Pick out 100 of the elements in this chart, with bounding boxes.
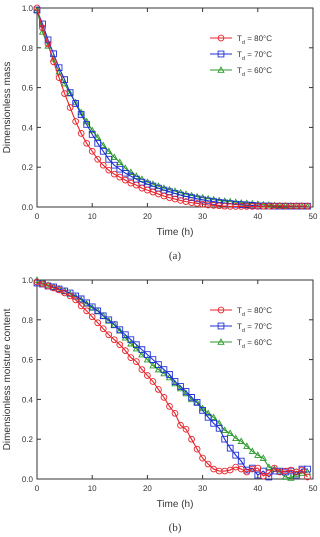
point — [160, 184, 168, 191]
point — [265, 464, 272, 470]
point — [110, 154, 118, 160]
point — [204, 197, 212, 204]
y-tick-label: 0.6 — [22, 84, 34, 93]
point — [265, 470, 272, 476]
point — [260, 472, 267, 480]
point — [248, 448, 256, 454]
point — [260, 454, 267, 461]
point — [150, 356, 156, 363]
point — [127, 354, 134, 361]
legend-label: T$_{d}$ = 60°C — [237, 66, 272, 78]
point — [155, 190, 162, 198]
point — [56, 68, 62, 74]
x-axis-title: Time (h) — [156, 227, 194, 238]
point — [210, 420, 217, 427]
y-tick-label: 0.2 — [22, 163, 34, 172]
point — [66, 292, 74, 300]
x-tick-label: 50 — [308, 212, 318, 221]
point — [61, 76, 68, 83]
point — [122, 176, 129, 184]
point — [254, 464, 262, 472]
point — [177, 192, 184, 198]
legend-label: T$_{d}$ = 80°C — [237, 34, 272, 46]
point — [116, 174, 124, 180]
point — [166, 194, 173, 201]
point — [88, 127, 96, 134]
point — [61, 80, 68, 86]
point — [194, 195, 200, 202]
point — [210, 414, 217, 420]
point — [304, 474, 311, 480]
y-tick-label: 1.0 — [22, 4, 34, 13]
point — [39, 28, 46, 35]
point — [133, 176, 140, 182]
point — [226, 444, 234, 452]
point — [232, 434, 240, 441]
point — [155, 361, 162, 368]
x-tick-label: 20 — [142, 212, 152, 221]
point — [160, 192, 168, 200]
point — [160, 370, 168, 376]
point — [182, 190, 190, 197]
y-tick-label: 0.4 — [22, 395, 34, 404]
text: (b) — [168, 522, 182, 534]
x-tick-label: 0 — [34, 484, 40, 493]
point — [34, 276, 40, 283]
point — [88, 148, 96, 155]
point — [199, 454, 206, 462]
y-axis-title: Dimensionless moisture content — [2, 308, 13, 450]
point — [216, 468, 223, 474]
point — [94, 156, 102, 163]
point — [221, 468, 228, 474]
point — [144, 178, 151, 185]
point — [199, 196, 206, 204]
y-tick-label: 0.2 — [22, 435, 34, 444]
point — [304, 468, 311, 475]
point — [150, 182, 156, 190]
point — [177, 197, 184, 204]
point — [166, 403, 173, 410]
point — [100, 148, 107, 155]
legend-label: T$_{d}$ = 70°C — [237, 322, 272, 334]
point — [83, 118, 90, 124]
point — [204, 414, 212, 421]
point — [288, 474, 294, 481]
point — [160, 366, 168, 373]
point — [150, 180, 156, 187]
point — [226, 466, 234, 474]
point — [78, 130, 85, 137]
point — [44, 36, 52, 44]
point — [56, 64, 62, 72]
point — [254, 452, 262, 458]
point — [110, 162, 118, 169]
point — [172, 410, 178, 417]
point — [243, 442, 250, 449]
point — [144, 372, 151, 379]
point — [138, 176, 146, 182]
point — [83, 307, 90, 314]
point — [105, 166, 112, 174]
point — [127, 172, 134, 180]
point — [177, 422, 184, 429]
point — [144, 186, 151, 194]
point — [116, 158, 124, 165]
point — [204, 202, 212, 208]
point — [133, 345, 140, 352]
y-tick-label: 0.8 — [22, 316, 34, 325]
point — [177, 189, 184, 196]
point — [122, 164, 129, 171]
point — [72, 296, 79, 304]
point — [78, 302, 85, 310]
point — [260, 468, 267, 474]
point — [216, 202, 223, 210]
point — [138, 351, 146, 358]
point — [210, 198, 217, 205]
x-tick-label: 30 — [198, 484, 208, 493]
point — [216, 424, 223, 432]
y-tick-label: 0.4 — [22, 123, 34, 132]
point — [166, 374, 173, 380]
point — [116, 341, 124, 348]
point — [122, 347, 129, 354]
point — [88, 131, 96, 138]
y-tick-label: 0.6 — [22, 356, 34, 365]
